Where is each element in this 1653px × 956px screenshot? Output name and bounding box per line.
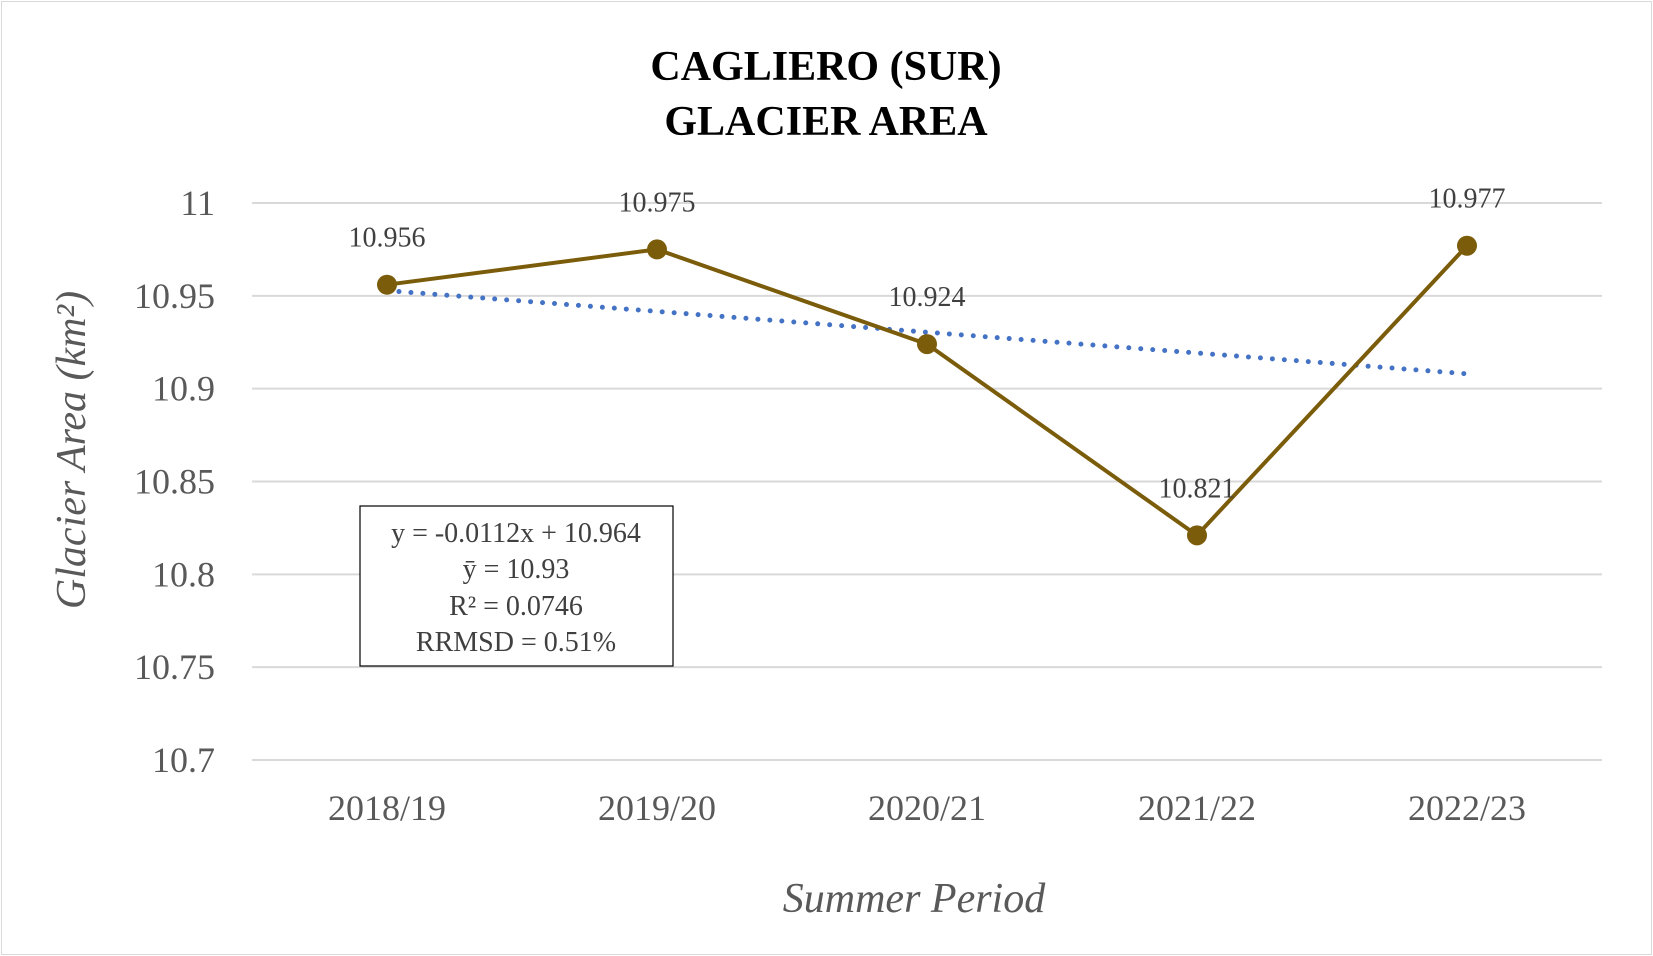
x-axis-title: Summer Period xyxy=(783,876,1046,922)
rrmsd-line: RRMSD = 0.51% xyxy=(416,627,616,658)
chart-title: CAGLIERO (SUR) GLACIER AREA xyxy=(650,44,1001,145)
y-tick-label: 10.8 xyxy=(152,554,215,594)
y-tick-label: 10.85 xyxy=(134,462,215,502)
data-label: 10.924 xyxy=(889,282,966,313)
x-tick-label: 2021/22 xyxy=(1138,788,1256,828)
y-tick-label: 11 xyxy=(180,183,215,223)
y-axis-title: Glacier Area (km²) xyxy=(49,291,95,609)
data-label: 10.956 xyxy=(349,223,426,254)
chart-title-line-1: CAGLIERO (SUR) xyxy=(650,44,1001,90)
y-tick-label: 10.7 xyxy=(152,740,215,780)
trendline-path xyxy=(384,288,1470,377)
r-squared-line: R² = 0.0746 xyxy=(449,591,583,622)
x-tick-label: 2020/21 xyxy=(868,788,986,828)
equation-line: y = -0.0112x + 10.964 xyxy=(391,518,641,549)
data-point xyxy=(377,274,397,295)
x-axis-ticks: 2018/19 2019/20 2020/21 2021/22 2022/23 xyxy=(328,788,1526,828)
equation-box: y = -0.0112x + 10.964 ȳ = 10.93 R² = 0.0… xyxy=(359,505,674,667)
trendline xyxy=(384,288,1470,377)
chart-title-line-2: GLACIER AREA xyxy=(664,99,988,145)
data-label: 10.975 xyxy=(619,187,696,218)
x-tick-label: 2018/19 xyxy=(328,788,446,828)
x-tick-label: 2022/23 xyxy=(1408,788,1526,828)
y-tick-label: 10.9 xyxy=(152,369,215,409)
data-labels: 10.956 10.975 10.924 10.821 10.977 xyxy=(349,184,1506,505)
data-series xyxy=(377,235,1477,546)
mean-line: ȳ = 10.93 xyxy=(463,554,570,585)
y-tick-label: 10.95 xyxy=(134,276,215,316)
y-axis-ticks: 11 10.95 10.9 10.85 10.8 10.75 10.7 xyxy=(134,183,215,780)
x-tick-label: 2019/20 xyxy=(598,788,716,828)
data-label: 10.821 xyxy=(1159,473,1236,504)
equation-box-border xyxy=(359,505,674,667)
data-point xyxy=(1187,525,1207,546)
y-tick-label: 10.75 xyxy=(134,647,215,687)
data-label: 10.977 xyxy=(1429,184,1506,215)
data-point xyxy=(647,239,667,260)
data-point xyxy=(917,334,937,355)
data-point xyxy=(1457,235,1477,256)
